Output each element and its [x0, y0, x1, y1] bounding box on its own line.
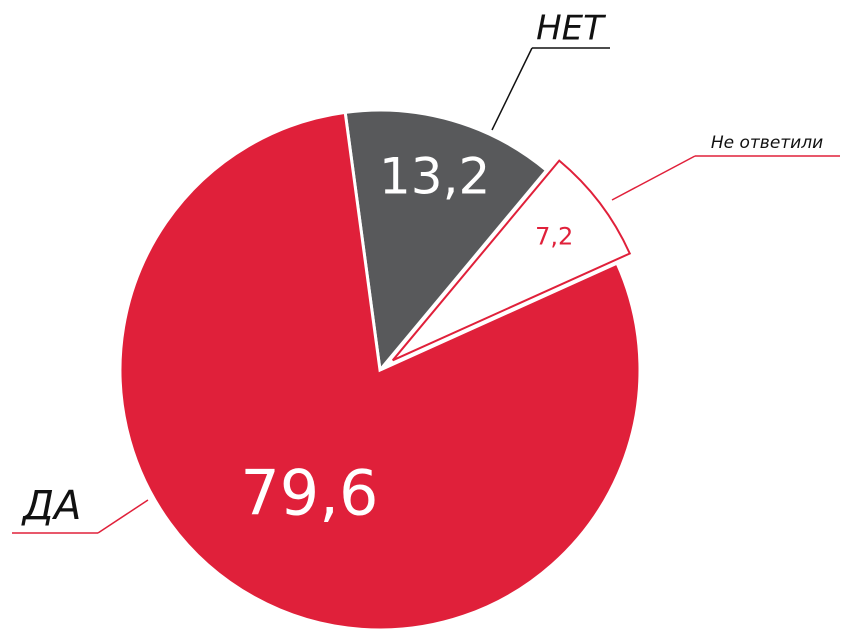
value-label: 13,2: [379, 148, 490, 206]
leader-line: [491, 47, 533, 131]
leader-line: [97, 499, 149, 534]
value-label: 7,2: [535, 223, 573, 251]
pie-slice: [343, 108, 549, 374]
category-label: Не ответили: [711, 133, 823, 153]
value-label: 79,6: [240, 456, 378, 529]
pie-slice: [118, 110, 642, 632]
category-label: НЕТ: [536, 9, 606, 49]
pie-slice: [391, 159, 632, 362]
category-label: ДА: [21, 483, 82, 529]
leader-line: [611, 155, 696, 201]
